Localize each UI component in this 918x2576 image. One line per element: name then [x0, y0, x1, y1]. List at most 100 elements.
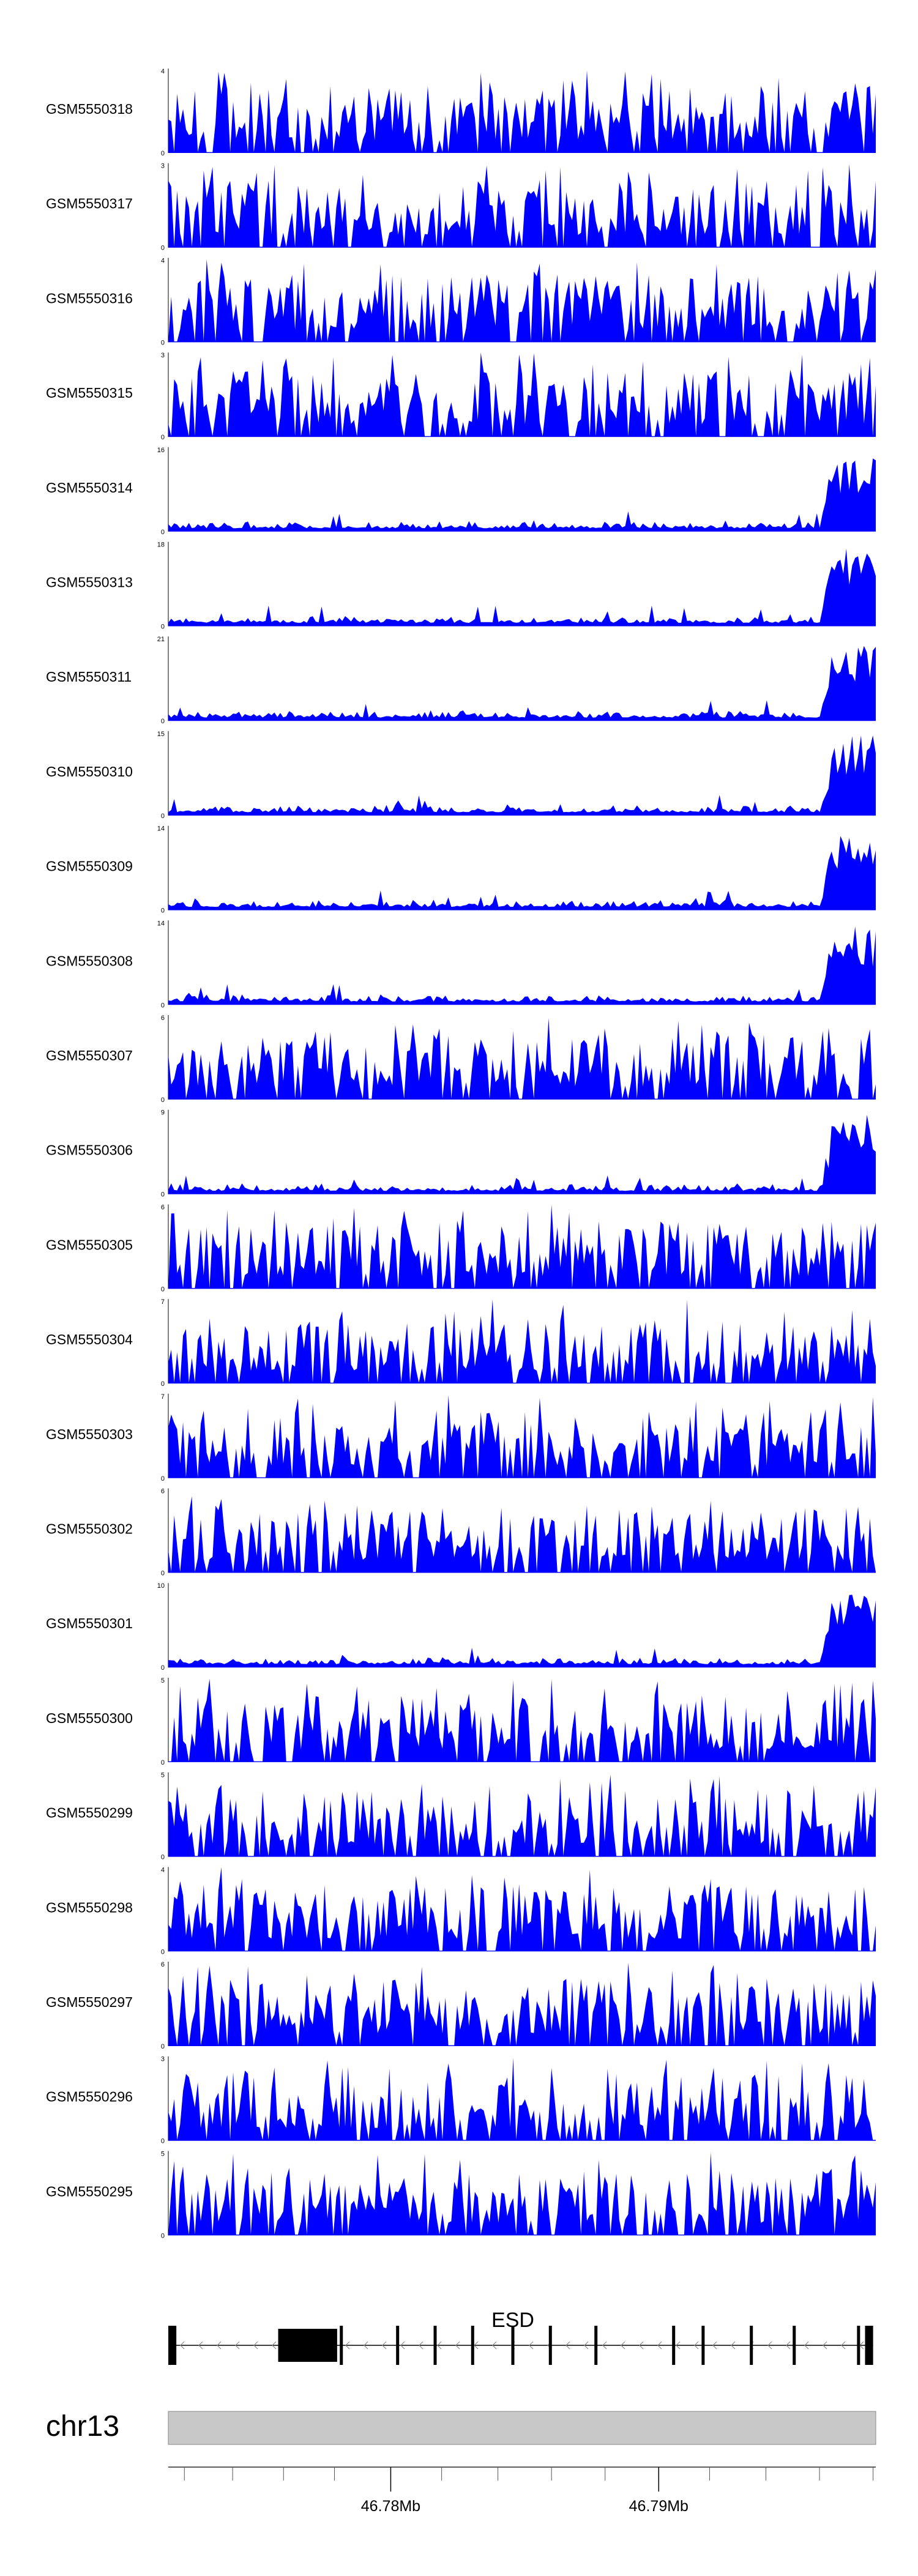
strand-arrow [400, 2341, 405, 2350]
strand-arrow [804, 2341, 809, 2350]
strand-arrow [437, 2341, 442, 2350]
track-GSM5550313: GSM5550313 18 0 [46, 542, 876, 631]
coverage-area [168, 1867, 876, 1952]
track-label: GSM5550297 [46, 1994, 133, 2010]
track-label: GSM5550298 [46, 1899, 133, 1915]
track-ymin-label: 0 [161, 529, 165, 536]
strand-arrow [455, 2341, 460, 2350]
track-label: GSM5550299 [46, 1805, 133, 1821]
track-ymax-label: 5 [161, 2150, 165, 2157]
track-GSM5550302: GSM5550302 6 0 [46, 1488, 876, 1577]
strand-arrow [621, 2341, 625, 2350]
coverage-area [168, 646, 876, 721]
track-ymin-label: 0 [161, 2138, 165, 2145]
coverage-area [168, 926, 876, 1005]
track-ymax-label: 4 [161, 68, 165, 75]
track-label: GSM5550309 [46, 858, 133, 874]
track-GSM5550295: GSM5550295 5 0 [46, 2150, 876, 2239]
coverage-area [168, 259, 876, 343]
track-ymax-label: 4 [161, 257, 165, 264]
track-ymin-label: 0 [161, 1854, 165, 1861]
chromosome-ideogram-bar [168, 2411, 876, 2445]
coverage-area [168, 2152, 876, 2236]
track-GSM5550306: GSM5550306 9 0 [46, 1109, 876, 1199]
track-ymin-label: 0 [161, 245, 165, 252]
gene-exon [793, 2326, 796, 2365]
track-ymax-label: 21 [157, 636, 165, 643]
gene-track: ESD [168, 2309, 873, 2365]
coverage-area [168, 164, 876, 248]
track-ymin-label: 0 [161, 1759, 165, 1766]
track-GSM5550316: GSM5550316 4 0 [46, 257, 876, 346]
track-ymax-label: 14 [157, 825, 165, 833]
strand-arrow [345, 2341, 350, 2350]
gene-exon [865, 2326, 873, 2365]
strand-arrow [602, 2341, 607, 2350]
track-label: GSM5550302 [46, 1521, 133, 1537]
track-label: GSM5550310 [46, 764, 133, 780]
gene-exon [396, 2326, 400, 2365]
track-GSM5550311: GSM5550311 21 0 [46, 636, 876, 725]
track-label: GSM5550316 [46, 290, 133, 306]
track-GSM5550305: GSM5550305 6 0 [46, 1204, 876, 1293]
track-ymin-label: 0 [161, 1664, 165, 1672]
gene-exon [340, 2326, 343, 2365]
track-ymax-label: 6 [161, 1961, 165, 1968]
axis-tick-label: 46.78Mb [361, 2498, 420, 2515]
track-ymax-label: 7 [161, 1393, 165, 1401]
track-GSM5550297: GSM5550297 6 0 [46, 1961, 876, 2050]
track-label: GSM5550301 [46, 1615, 133, 1631]
track-label: GSM5550315 [46, 385, 133, 401]
strand-arrow [180, 2341, 185, 2350]
track-GSM5550303: GSM5550303 7 0 [46, 1393, 876, 1483]
strand-arrow [584, 2341, 589, 2350]
coverage-area [168, 1115, 876, 1194]
track-label: GSM5550295 [46, 2183, 133, 2199]
strand-arrow [253, 2341, 258, 2350]
coverage-area [168, 1204, 876, 1289]
track-label: GSM5550308 [46, 953, 133, 969]
strand-arrow [767, 2341, 772, 2350]
strand-arrow [217, 2341, 222, 2350]
track-label: GSM5550300 [46, 1710, 133, 1726]
track-ymax-label: 15 [157, 731, 165, 738]
track-GSM5550300: GSM5550300 5 0 [46, 1677, 876, 1766]
coverage-area [168, 836, 876, 910]
track-ymax-label: 7 [161, 1298, 165, 1306]
track-ymax-label: 18 [157, 542, 165, 549]
coverage-area [168, 1595, 876, 1668]
track-GSM5550304: GSM5550304 7 0 [46, 1298, 876, 1388]
strand-arrow [639, 2341, 644, 2350]
gene-exon [750, 2326, 753, 2365]
track-ymin-label: 0 [161, 1475, 165, 1483]
strand-arrow [529, 2341, 534, 2350]
track-ymin-label: 0 [161, 1380, 165, 1388]
track-ymin-label: 0 [161, 1948, 165, 1956]
track-GSM5550296: GSM5550296 3 0 [46, 2056, 876, 2145]
track-ymax-label: 9 [161, 1109, 165, 1117]
track-ymin-label: 0 [161, 1570, 165, 1577]
coverage-area [168, 70, 876, 153]
strand-arrow [823, 2341, 827, 2350]
track-label: GSM5550305 [46, 1237, 133, 1253]
track-ymin-label: 0 [161, 907, 165, 915]
track-ymax-label: 16 [157, 447, 165, 454]
gene-exon [278, 2329, 337, 2362]
track-ymax-label: 6 [161, 1204, 165, 1211]
signal-tracks: GSM555031840GSM555031730GSM555031640GSM5… [46, 68, 876, 2239]
strand-arrow [492, 2341, 497, 2350]
track-ymin-label: 0 [161, 1002, 165, 1009]
track-ymax-label: 3 [161, 2056, 165, 2063]
track-ymin-label: 0 [161, 1191, 165, 1199]
genome-axis: 46.78Mb 46.79Mb [168, 2466, 876, 2515]
track-ymax-label: 5 [161, 1677, 165, 1684]
strand-arrow [841, 2341, 846, 2350]
strand-arrow [474, 2341, 479, 2350]
track-ymax-label: 6 [161, 1014, 165, 1022]
coverage-area [168, 1299, 876, 1384]
track-ymin-label: 0 [161, 813, 165, 820]
coverage-area [168, 548, 876, 627]
track-GSM5550308: GSM5550308 14 0 [46, 920, 876, 1009]
strand-arrow [676, 2341, 681, 2350]
